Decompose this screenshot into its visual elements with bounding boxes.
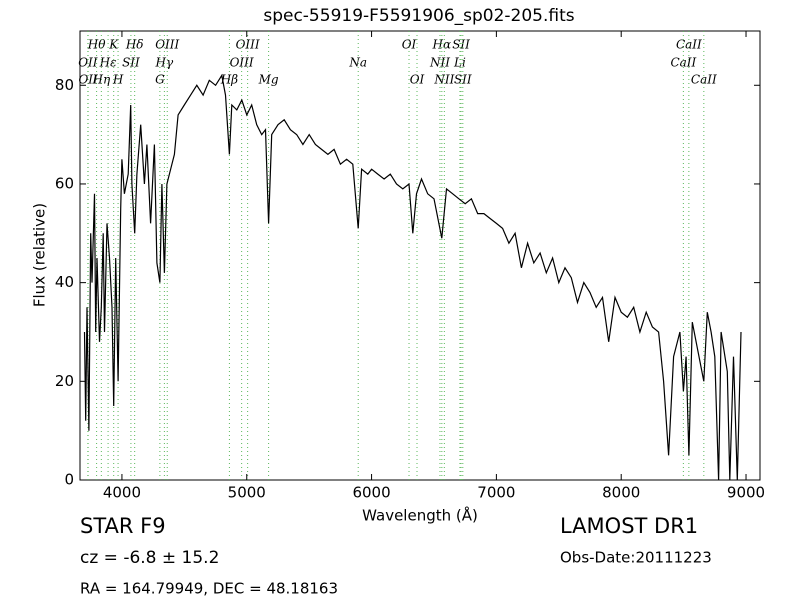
x-tick-label: 7000	[477, 484, 515, 502]
coords-label: RA = 164.79949, DEC = 48.18163	[80, 580, 338, 598]
spectral-line-label: SII	[452, 38, 470, 52]
x-tick-label: 4000	[103, 484, 141, 502]
spectral-line-label: Hβ	[220, 73, 238, 87]
spectral-line-label: CaII	[670, 56, 696, 70]
spectrum-line	[83, 73, 742, 481]
x-axis-label: Wavelength (Å)	[362, 506, 478, 525]
spectral-line-label: OII	[78, 73, 98, 87]
spectral-line-label: K	[108, 38, 119, 52]
spectral-line-label: NII	[433, 73, 454, 87]
spectral-line-label: Hγ	[155, 56, 174, 70]
x-tick-label: 6000	[352, 484, 390, 502]
spectral-line-label: Hε	[99, 56, 117, 70]
spectral-line-label: Hη	[92, 73, 111, 87]
spectral-line-label: OIII	[155, 38, 179, 52]
spectral-line-label: H	[112, 73, 124, 87]
y-tick-label: 40	[55, 273, 74, 291]
spectral-line-label: Hθ	[87, 38, 106, 52]
y-axis-label: Flux (relative)	[31, 203, 49, 307]
x-tick-label: 5000	[228, 484, 266, 502]
spectral-line-label: Li	[453, 56, 466, 70]
spectral-line-label: OIII	[236, 38, 260, 52]
plot-frame	[79, 30, 761, 481]
y-tick-label: 60	[55, 174, 74, 192]
spectral-line-label: OIII	[230, 56, 254, 70]
spectral-line-label: Na	[348, 56, 367, 70]
y-tick-label: 20	[55, 372, 74, 390]
spectral-line-label: Hδ	[125, 38, 144, 52]
y-tick-label: 0	[64, 471, 74, 489]
release-label: LAMOST DR1	[560, 514, 698, 538]
spectral-line-label: CaII	[676, 38, 702, 52]
spectral-line-label: SII	[122, 56, 140, 70]
spectral-line-label: NII	[429, 56, 450, 70]
chart-title: spec-55919-F5591906_sp02-205.fits	[263, 6, 574, 26]
spectral-line-label: OI	[410, 73, 425, 87]
spectral-line-label: Hα	[432, 38, 452, 52]
x-tick-label: 9000	[727, 484, 765, 502]
spectral-line-label: G	[155, 73, 165, 87]
obs-date-label: Obs-Date:20111223	[560, 549, 712, 567]
spectral-line-label: OI	[402, 38, 417, 52]
spectral-line-label: CaII	[691, 73, 717, 87]
x-tick-label: 8000	[602, 484, 640, 502]
cz-label: cz = -6.8 ± 15.2	[80, 548, 219, 568]
spectral-line-label: SII	[454, 73, 472, 87]
class-label: STAR F9	[80, 514, 166, 538]
y-tick-label: 80	[55, 76, 74, 94]
spectral-line-label: Mg	[258, 73, 279, 87]
spectral-line-label: OII	[78, 56, 98, 70]
